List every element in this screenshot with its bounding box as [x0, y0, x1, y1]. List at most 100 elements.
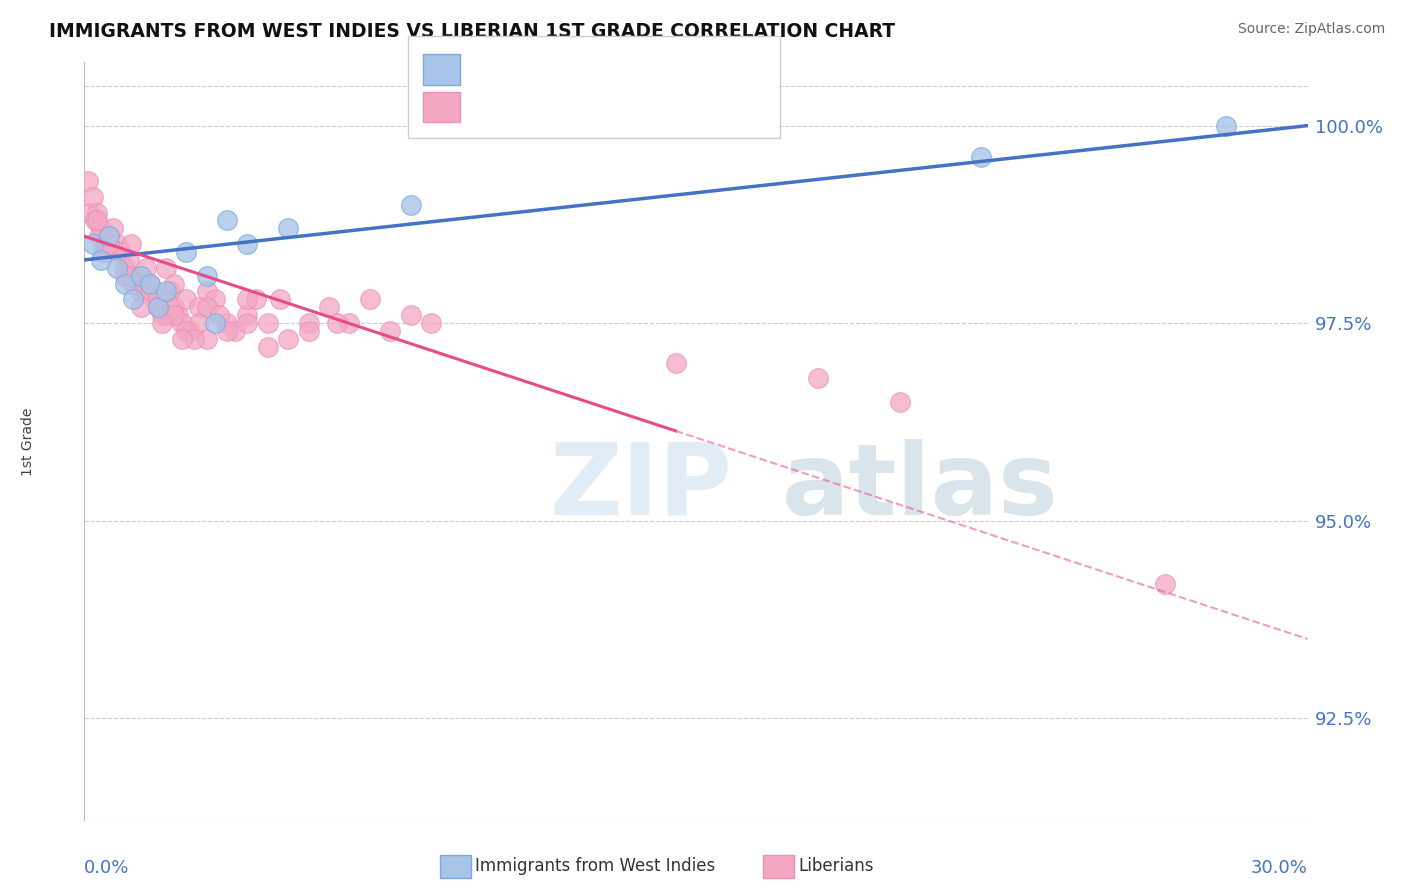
Point — [163, 308, 186, 322]
Point — [187, 300, 209, 314]
Point — [146, 300, 169, 314]
Point — [326, 316, 349, 330]
Point — [380, 324, 402, 338]
Point — [114, 268, 136, 283]
Point — [224, 324, 246, 338]
Point — [208, 308, 231, 322]
Point — [236, 316, 259, 330]
Point — [122, 293, 145, 307]
Point — [114, 260, 136, 275]
Point — [146, 300, 169, 314]
Point — [245, 293, 267, 307]
Point — [135, 260, 157, 275]
Point — [155, 293, 177, 307]
Point — [159, 285, 181, 299]
Point — [257, 316, 280, 330]
Point — [93, 237, 115, 252]
Point — [172, 316, 194, 330]
Point — [889, 395, 911, 409]
Point — [97, 229, 120, 244]
Point — [359, 293, 381, 307]
Point — [174, 244, 197, 259]
Point — [86, 205, 108, 219]
Point — [114, 277, 136, 291]
Text: ZIP: ZIP — [550, 439, 733, 535]
Point — [105, 260, 128, 275]
Point — [269, 293, 291, 307]
Text: atlas: atlas — [782, 439, 1059, 535]
Text: Source: ZipAtlas.com: Source: ZipAtlas.com — [1237, 22, 1385, 37]
Point — [142, 293, 165, 307]
Point — [1154, 576, 1177, 591]
Point — [399, 308, 422, 322]
Point — [105, 237, 128, 252]
Point — [122, 277, 145, 291]
Point — [174, 324, 197, 338]
Point — [298, 324, 321, 338]
Point — [131, 300, 153, 314]
Point — [970, 150, 993, 164]
Point — [146, 293, 169, 307]
Point — [163, 300, 186, 314]
Point — [236, 237, 259, 252]
Point — [77, 174, 100, 188]
Point — [97, 229, 120, 244]
Point — [318, 300, 340, 314]
Point — [217, 213, 239, 227]
Text: IMMIGRANTS FROM WEST INDIES VS LIBERIAN 1ST GRADE CORRELATION CHART: IMMIGRANTS FROM WEST INDIES VS LIBERIAN … — [49, 22, 896, 41]
Text: Immigrants from West Indies: Immigrants from West Indies — [475, 857, 716, 875]
Point — [118, 268, 141, 283]
Point — [298, 316, 321, 330]
Point — [155, 260, 177, 275]
Point — [79, 205, 101, 219]
Point — [135, 285, 157, 299]
Point — [138, 277, 160, 291]
Text: R = -0.164   N =  79: R = -0.164 N = 79 — [465, 98, 664, 116]
Point — [807, 371, 830, 385]
Point — [167, 308, 190, 322]
Point — [399, 197, 422, 211]
Point — [257, 340, 280, 354]
Point — [1215, 119, 1237, 133]
Point — [93, 244, 115, 259]
Point — [122, 268, 145, 283]
Point — [90, 221, 112, 235]
Point — [204, 316, 226, 330]
Point — [217, 324, 239, 338]
Point — [277, 332, 299, 346]
Point — [217, 316, 239, 330]
Point — [420, 316, 443, 330]
Point — [131, 268, 153, 283]
Point — [131, 285, 153, 299]
Text: Liberians: Liberians — [799, 857, 875, 875]
Point — [339, 316, 361, 330]
Point — [86, 213, 108, 227]
Point — [83, 213, 105, 227]
Point — [172, 332, 194, 346]
Point — [155, 285, 177, 299]
Point — [179, 324, 201, 338]
Point — [183, 332, 205, 346]
Point — [195, 268, 218, 283]
Point — [150, 308, 173, 322]
Point — [82, 190, 104, 204]
Point — [118, 252, 141, 267]
Point — [87, 229, 110, 244]
Point — [187, 316, 209, 330]
Point — [204, 293, 226, 307]
Point — [195, 332, 218, 346]
Point — [195, 300, 218, 314]
Point — [138, 277, 160, 291]
Point — [82, 237, 104, 252]
Point — [163, 277, 186, 291]
Point — [195, 285, 218, 299]
Point — [150, 316, 173, 330]
Point — [236, 308, 259, 322]
Point — [155, 308, 177, 322]
Text: 30.0%: 30.0% — [1251, 859, 1308, 877]
Point — [120, 237, 142, 252]
Point — [101, 221, 124, 235]
Point — [110, 244, 132, 259]
Point — [97, 237, 120, 252]
Point — [127, 277, 149, 291]
